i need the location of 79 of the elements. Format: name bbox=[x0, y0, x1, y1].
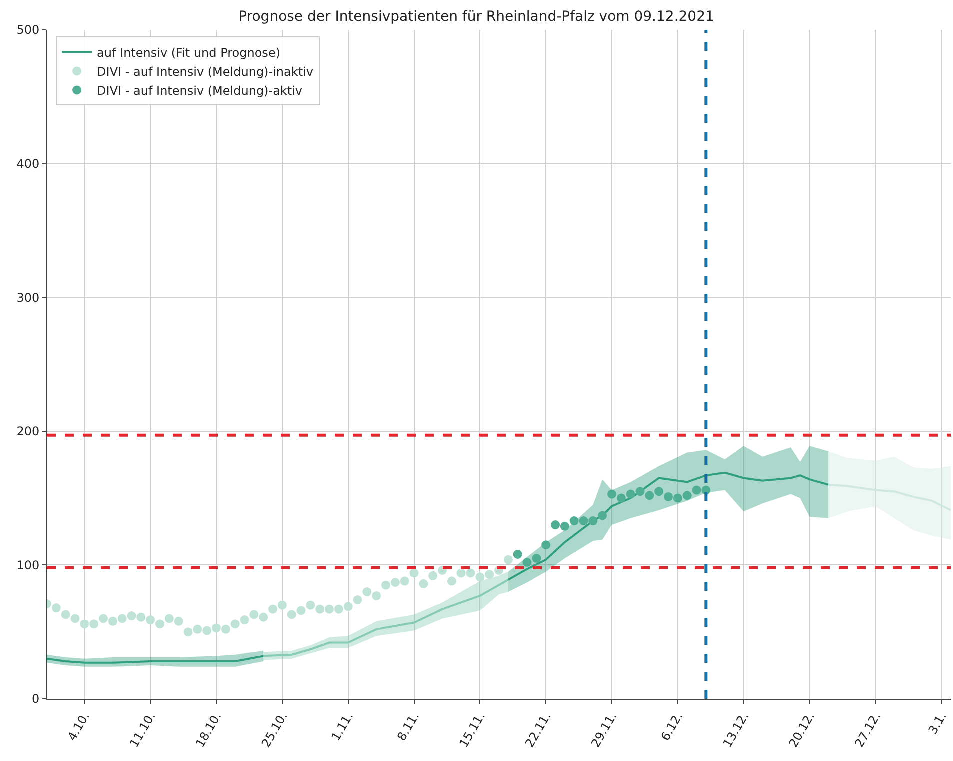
y-tick-label: 100 bbox=[16, 558, 40, 572]
point bbox=[184, 628, 193, 637]
point bbox=[636, 487, 645, 496]
x-tick-label: 3.1. bbox=[926, 710, 950, 737]
point bbox=[230, 620, 240, 629]
legend-label: auf Intensiv (Fit und Prognose) bbox=[97, 46, 281, 60]
point bbox=[542, 540, 551, 550]
point bbox=[278, 600, 287, 610]
point bbox=[466, 568, 476, 578]
point bbox=[692, 486, 702, 495]
point bbox=[532, 554, 542, 564]
point bbox=[608, 490, 616, 499]
point bbox=[118, 614, 127, 624]
point bbox=[616, 494, 626, 503]
point bbox=[306, 600, 316, 610]
y-tick-label: 0 bbox=[32, 692, 40, 706]
point bbox=[202, 626, 212, 636]
point bbox=[570, 516, 579, 526]
point bbox=[428, 571, 438, 580]
point bbox=[579, 516, 588, 526]
point bbox=[419, 579, 428, 588]
point bbox=[156, 620, 164, 629]
point bbox=[287, 610, 296, 620]
y-tick-label: 400 bbox=[16, 157, 40, 171]
point bbox=[250, 610, 259, 620]
point bbox=[108, 616, 118, 626]
point bbox=[447, 576, 456, 586]
point bbox=[174, 616, 184, 626]
point bbox=[362, 587, 372, 596]
point bbox=[52, 604, 61, 613]
point bbox=[146, 616, 156, 625]
point bbox=[390, 578, 400, 588]
point bbox=[522, 558, 532, 568]
point bbox=[598, 511, 608, 520]
point bbox=[410, 568, 419, 578]
point bbox=[70, 614, 80, 624]
point bbox=[476, 572, 485, 582]
point bbox=[626, 490, 636, 499]
point bbox=[372, 591, 382, 600]
point bbox=[164, 614, 174, 624]
point bbox=[212, 624, 221, 633]
point bbox=[193, 624, 202, 634]
point bbox=[296, 606, 306, 616]
point bbox=[513, 550, 522, 559]
point bbox=[551, 520, 560, 530]
point bbox=[259, 612, 268, 622]
point bbox=[456, 568, 466, 578]
y-tick-label: 500 bbox=[16, 23, 40, 38]
point bbox=[645, 491, 654, 500]
point bbox=[61, 610, 70, 620]
point bbox=[654, 487, 664, 496]
legend-label: DIVI - auf Intensiv (Meldung)-inaktiv bbox=[97, 64, 314, 79]
point bbox=[400, 576, 410, 586]
point bbox=[664, 492, 673, 502]
point bbox=[127, 612, 136, 621]
point bbox=[344, 602, 353, 612]
point bbox=[382, 580, 390, 590]
point bbox=[136, 612, 146, 622]
point bbox=[682, 491, 692, 500]
point bbox=[504, 555, 513, 564]
point bbox=[353, 595, 362, 604]
point bbox=[90, 620, 99, 629]
point bbox=[673, 494, 682, 503]
point bbox=[485, 570, 494, 580]
point bbox=[325, 604, 334, 614]
point bbox=[99, 614, 108, 624]
point bbox=[334, 604, 344, 614]
point bbox=[588, 516, 598, 526]
line-series bbox=[828, 484, 951, 512]
point bbox=[221, 624, 230, 634]
point bbox=[80, 620, 90, 629]
legend-label: DIVI - auf Intensiv (Meldung)-aktiv bbox=[97, 84, 303, 98]
y-tick-label: 200 bbox=[16, 424, 40, 439]
chart-title: Prognose der Intensivpatienten für Rheinland-Pfalz vom 09.12.2021 bbox=[238, 9, 714, 26]
point bbox=[268, 604, 278, 614]
point bbox=[316, 604, 325, 614]
point bbox=[240, 616, 250, 625]
point bbox=[560, 522, 570, 531]
y-tick-label: 300 bbox=[16, 290, 40, 305]
